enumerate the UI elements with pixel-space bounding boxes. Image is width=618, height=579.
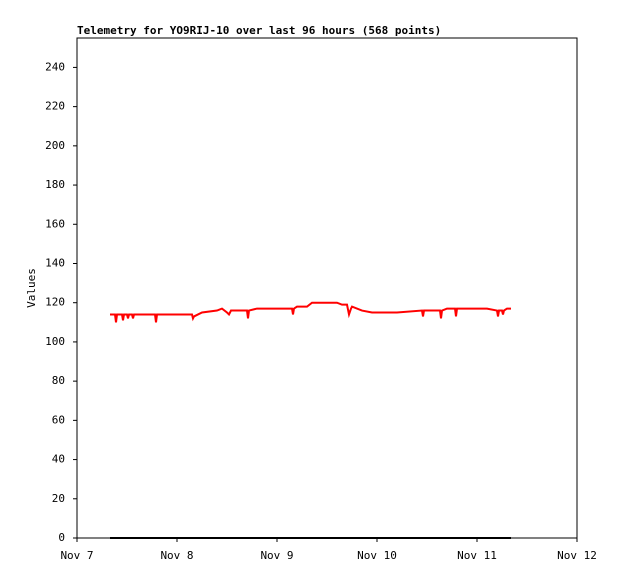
y-tick-label: 160 [45,217,65,230]
x-tick-label: Nov 10 [357,549,397,562]
y-tick-label: 240 [45,60,65,73]
y-axis-label: Values [25,268,38,308]
plot-frame [76,37,578,539]
y-tick-label: 120 [45,296,65,309]
y-tick-label: 80 [52,374,65,387]
y-tick-label: 60 [52,413,65,426]
y-tick-label: 220 [45,100,65,113]
y-tick-label: 20 [52,492,65,505]
y-tick-label: 200 [45,139,65,152]
y-tick-label: 180 [45,178,65,191]
series-line [110,301,511,323]
y-tick-label: 0 [58,531,65,544]
chart-title: Telemetry for YO9RIJ-10 over last 96 hou… [77,24,441,37]
y-tick-label: 140 [45,256,65,269]
x-tick-label: Nov 9 [260,549,293,562]
x-tick-label: Nov 12 [557,549,597,562]
x-tick-label: Nov 11 [457,549,497,562]
x-tick-label: Nov 7 [60,549,93,562]
x-tick-label: Nov 8 [160,549,193,562]
y-tick-label: 40 [52,453,65,466]
y-tick-label: 100 [45,335,65,348]
